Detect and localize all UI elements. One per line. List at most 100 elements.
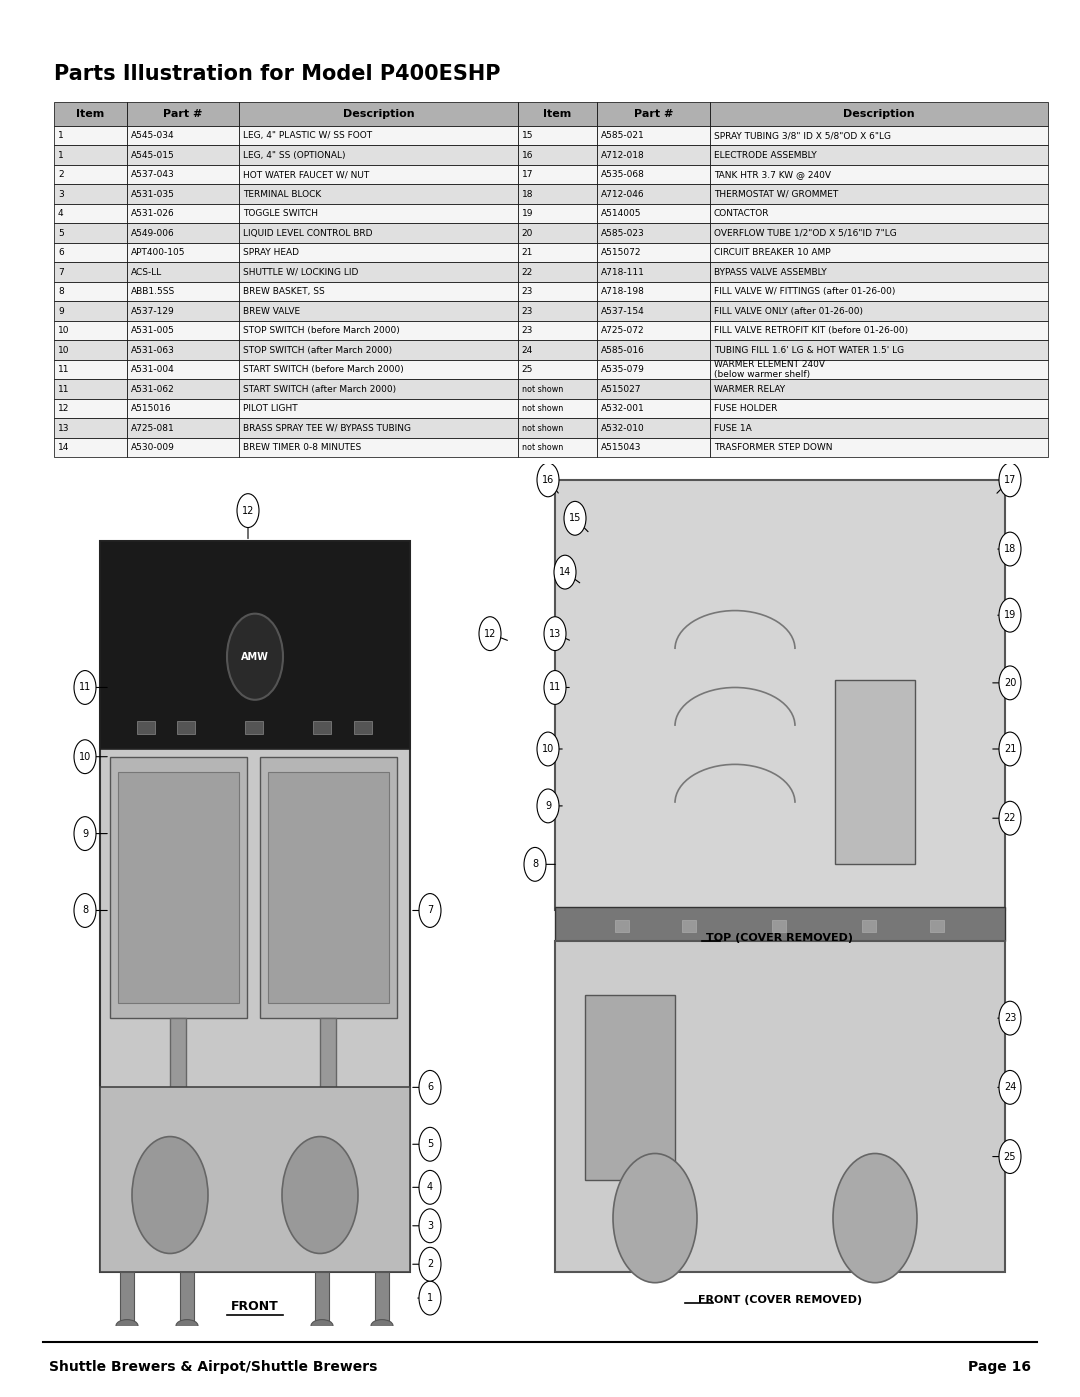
Text: A531-005: A531-005 <box>131 327 175 335</box>
Circle shape <box>999 666 1021 700</box>
Text: START SWITCH (before March 2000): START SWITCH (before March 2000) <box>243 365 404 374</box>
Text: 23: 23 <box>1003 1013 1016 1023</box>
Bar <box>597 243 710 263</box>
Bar <box>710 341 1048 360</box>
Bar <box>315 1271 329 1326</box>
Text: SHUTTLE W/ LOCKING LID: SHUTTLE W/ LOCKING LID <box>243 268 359 277</box>
Bar <box>710 400 1048 419</box>
Bar <box>597 419 710 439</box>
Bar <box>54 243 126 263</box>
Bar <box>710 419 1048 439</box>
Circle shape <box>75 894 96 928</box>
Text: 11: 11 <box>79 683 91 693</box>
Bar <box>54 282 126 302</box>
Text: WARMER RELAY: WARMER RELAY <box>714 384 785 394</box>
Text: 21: 21 <box>1003 745 1016 754</box>
Text: 24: 24 <box>1003 1083 1016 1092</box>
Text: 10: 10 <box>542 745 554 754</box>
Bar <box>597 126 710 145</box>
Text: FILL VALVE ONLY (after 01-26-00): FILL VALVE ONLY (after 01-26-00) <box>714 307 863 316</box>
Text: 16: 16 <box>522 151 534 159</box>
Circle shape <box>544 616 566 651</box>
Text: 1: 1 <box>58 151 64 159</box>
Text: 2: 2 <box>427 1259 433 1270</box>
Text: FRONT: FRONT <box>231 1301 279 1313</box>
Text: A712-046: A712-046 <box>602 190 645 198</box>
Text: 12: 12 <box>242 506 254 515</box>
Text: 12: 12 <box>58 404 69 414</box>
Bar <box>126 439 240 457</box>
Text: A585-023: A585-023 <box>602 229 645 237</box>
Bar <box>597 341 710 360</box>
Text: FILL VALVE RETROFIT KIT (before 01-26-00): FILL VALVE RETROFIT KIT (before 01-26-00… <box>714 327 908 335</box>
Text: 12: 12 <box>484 629 496 638</box>
Text: 8: 8 <box>58 288 64 296</box>
Bar <box>710 145 1048 165</box>
Bar <box>126 126 240 145</box>
Bar <box>597 302 710 321</box>
Bar <box>597 224 710 243</box>
Bar <box>54 419 126 439</box>
Text: AMW: AMW <box>241 652 269 662</box>
Text: A514005: A514005 <box>602 210 642 218</box>
Bar <box>240 145 517 165</box>
Text: BREW BASKET, SS: BREW BASKET, SS <box>243 288 325 296</box>
Bar <box>517 400 597 419</box>
Bar <box>555 942 1005 1271</box>
Text: 4: 4 <box>427 1182 433 1192</box>
Bar <box>54 145 126 165</box>
Bar <box>517 439 597 457</box>
Bar <box>862 919 876 932</box>
Text: 25: 25 <box>522 365 534 374</box>
Bar <box>710 243 1048 263</box>
Text: 3: 3 <box>58 190 64 198</box>
Bar <box>597 439 710 457</box>
Text: FUSE 1A: FUSE 1A <box>714 423 752 433</box>
Text: A725-072: A725-072 <box>602 327 645 335</box>
Bar <box>120 1271 134 1326</box>
Bar <box>54 380 126 400</box>
Text: A531-063: A531-063 <box>131 345 175 355</box>
Bar <box>126 102 240 126</box>
Text: A530-009: A530-009 <box>131 443 175 453</box>
Bar <box>555 479 1005 911</box>
Bar <box>54 224 126 243</box>
Bar <box>245 721 264 733</box>
Text: LIQUID LEVEL CONTROL BRD: LIQUID LEVEL CONTROL BRD <box>243 229 373 237</box>
Text: A531-026: A531-026 <box>131 210 175 218</box>
Circle shape <box>75 740 96 774</box>
Text: STOP SWITCH (after March 2000): STOP SWITCH (after March 2000) <box>243 345 392 355</box>
Circle shape <box>999 802 1021 835</box>
Ellipse shape <box>372 1320 393 1331</box>
Bar <box>772 919 786 932</box>
Bar <box>517 204 597 224</box>
Bar <box>517 243 597 263</box>
Text: A532-001: A532-001 <box>602 404 645 414</box>
Text: 13: 13 <box>549 629 562 638</box>
Bar <box>597 145 710 165</box>
Text: Part #: Part # <box>634 109 673 119</box>
Bar <box>517 224 597 243</box>
Text: 23: 23 <box>522 327 534 335</box>
Text: CIRCUIT BREAKER 10 AMP: CIRCUIT BREAKER 10 AMP <box>714 249 831 257</box>
Text: FRONT (COVER REMOVED): FRONT (COVER REMOVED) <box>698 1295 862 1305</box>
Text: BRASS SPRAY TEE W/ BYPASS TUBING: BRASS SPRAY TEE W/ BYPASS TUBING <box>243 423 411 433</box>
Bar <box>54 102 126 126</box>
Bar <box>517 321 597 341</box>
Bar <box>517 145 597 165</box>
Text: FUSE HOLDER: FUSE HOLDER <box>714 404 778 414</box>
Text: A537-043: A537-043 <box>131 170 175 179</box>
Bar <box>313 721 332 733</box>
Bar <box>710 360 1048 380</box>
Text: 25: 25 <box>1003 1151 1016 1161</box>
Text: 9: 9 <box>82 828 89 838</box>
Text: A515016: A515016 <box>131 404 172 414</box>
Bar <box>170 1018 186 1111</box>
Text: TERMINAL BLOCK: TERMINAL BLOCK <box>243 190 322 198</box>
Bar <box>681 919 696 932</box>
Bar <box>240 302 517 321</box>
Bar <box>517 263 597 282</box>
Bar <box>126 321 240 341</box>
Text: 14: 14 <box>558 567 571 577</box>
Text: A535-079: A535-079 <box>602 365 645 374</box>
